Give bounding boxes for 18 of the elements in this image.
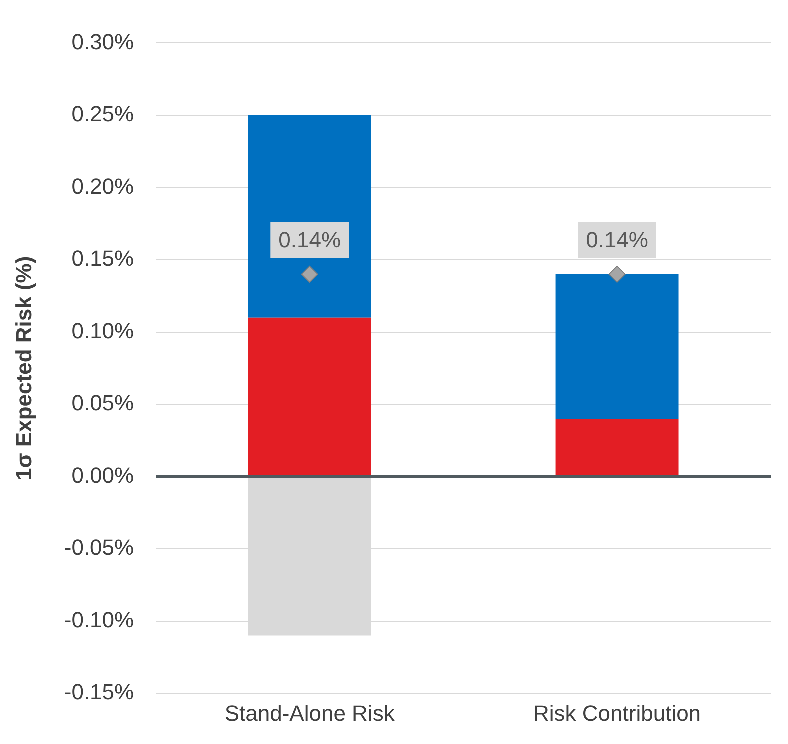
y-tick-label: 0.30% (72, 29, 134, 54)
data-label: 0.14% (278, 228, 342, 253)
bar (556, 274, 679, 419)
y-tick-label: -0.10% (64, 607, 134, 632)
y-tick-label: 0.05% (72, 390, 134, 416)
x-tick-label: Risk Contribution (534, 700, 702, 726)
y-tick-label: 0.25% (72, 102, 134, 127)
bar (248, 318, 372, 476)
y-tick-label: 0.00% (72, 462, 134, 488)
x-tick-label: Stand-Alone Risk (224, 700, 396, 726)
bar (556, 418, 679, 476)
y-tick-label: 0.20% (72, 174, 134, 199)
y-tick-label: -0.15% (64, 680, 134, 705)
y-tick-label: 0.10% (72, 318, 134, 344)
y-tick-label: 0.15% (72, 246, 134, 272)
y-axis-title: 1σ Expected Risk (%) (11, 256, 36, 480)
y-tick-label: -0.05% (64, 535, 134, 560)
data-label: 0.14% (586, 228, 648, 253)
